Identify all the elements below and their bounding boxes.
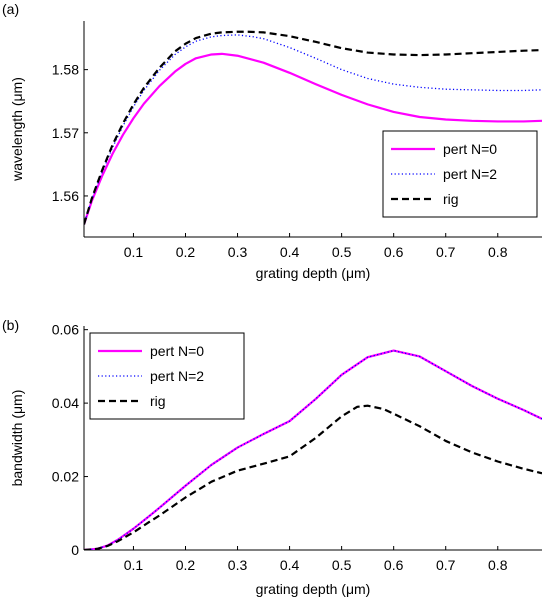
- x-tick-label: 0.1: [124, 557, 144, 573]
- legend-box: [382, 130, 538, 218]
- y-tick-label: 0.06: [52, 322, 79, 338]
- y-tick-label: 0.04: [52, 395, 79, 411]
- legend: pert N=0 pert N=2 rig: [89, 332, 245, 420]
- x-tick-label: 0.7: [436, 557, 456, 573]
- legend-label: pert N=2: [443, 166, 497, 182]
- legend-label: pert N=0: [443, 141, 497, 157]
- chart-panel-b: (b) 0.1 0.2 0.3 0.4 0.5 0.6 0.7 0.8 0 0.02 0.04 0.06…: [2, 317, 542, 597]
- x-tick-label: 0.2: [176, 244, 196, 260]
- x-tick-label: 0.4: [280, 244, 300, 260]
- x-tick-label: 0.2: [176, 557, 196, 573]
- legend-label: pert N=2: [150, 368, 204, 384]
- x-tick-label: 0.7: [436, 244, 456, 260]
- x-tick-label: 0.8: [488, 557, 508, 573]
- x-axis-label: grating depth (μm): [256, 581, 371, 597]
- series-line-pert-n-2: [84, 349, 542, 550]
- legend-box: [89, 332, 245, 420]
- panel-label: (a): [2, 1, 19, 17]
- x-axis-label: grating depth (μm): [256, 265, 371, 281]
- legend-label: pert N=0: [150, 343, 204, 359]
- y-axis-label: bandwidth (μm): [9, 390, 25, 487]
- y-tick-label: 1.57: [52, 125, 79, 141]
- panel-label: (b): [2, 317, 19, 333]
- y-tick-label: 0.02: [52, 469, 79, 485]
- x-tick-label: 0.3: [228, 244, 248, 260]
- x-tick-label: 0.6: [384, 244, 404, 260]
- x-tick-label: 0.4: [280, 557, 300, 573]
- x-tick-label: 0.6: [384, 557, 404, 573]
- series-line-rig: [84, 404, 542, 550]
- x-tick-label: 0.3: [228, 557, 248, 573]
- y-tick-label: 1.58: [52, 62, 79, 78]
- series-line-pert-n-0: [84, 52, 542, 225]
- series-group: [84, 30, 542, 225]
- x-tick-label: 0.5: [332, 244, 352, 260]
- series-line-rig: [84, 30, 542, 225]
- series-group: [84, 349, 542, 550]
- legend-label: rig: [443, 191, 459, 207]
- legend-label: rig: [150, 393, 166, 409]
- x-tick-label: 0.8: [488, 244, 508, 260]
- y-axis-label: wavelength (μm): [9, 77, 25, 182]
- x-tick-label: 0.5: [332, 557, 352, 573]
- chart-panel-a: (a) 0.1 0.2 0.3 0.4 0.5 0.6 0.7 0.8 1.56 1.57 1.58 g…: [2, 1, 542, 281]
- legend: pert N=0 pert N=2 rig: [382, 130, 538, 218]
- y-tick-label: 1.56: [52, 188, 79, 204]
- x-tick-label: 0.1: [124, 244, 144, 260]
- y-tick-label: 0: [71, 542, 79, 558]
